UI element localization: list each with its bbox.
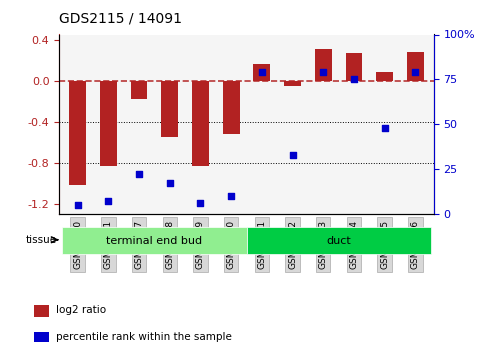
Bar bbox=[407, 52, 424, 81]
Point bbox=[105, 199, 112, 204]
Point bbox=[227, 193, 235, 199]
Point bbox=[166, 181, 174, 186]
Bar bbox=[34, 332, 49, 344]
Point bbox=[350, 77, 358, 82]
Bar bbox=[223, 81, 240, 134]
Point bbox=[135, 172, 143, 177]
Bar bbox=[192, 81, 209, 166]
Bar bbox=[376, 72, 393, 81]
Text: GDS2115 / 14091: GDS2115 / 14091 bbox=[59, 12, 182, 26]
Text: terminal end bud: terminal end bud bbox=[106, 236, 203, 246]
Bar bbox=[131, 81, 147, 99]
Bar bbox=[315, 49, 332, 81]
Text: log2 ratio: log2 ratio bbox=[56, 305, 106, 315]
Point bbox=[288, 152, 296, 157]
Point bbox=[73, 202, 81, 208]
FancyBboxPatch shape bbox=[246, 227, 431, 254]
Point bbox=[258, 69, 266, 75]
Text: duct: duct bbox=[326, 236, 351, 246]
Bar bbox=[253, 64, 270, 81]
Point bbox=[381, 125, 388, 130]
FancyBboxPatch shape bbox=[62, 227, 246, 254]
Bar bbox=[100, 81, 117, 166]
Bar bbox=[34, 305, 49, 317]
Point bbox=[319, 69, 327, 75]
Text: percentile rank within the sample: percentile rank within the sample bbox=[56, 332, 232, 342]
Bar bbox=[161, 81, 178, 137]
Bar bbox=[69, 81, 86, 185]
Text: tissue: tissue bbox=[26, 235, 57, 245]
Point bbox=[412, 69, 420, 75]
Bar bbox=[346, 53, 362, 81]
Point bbox=[197, 200, 205, 206]
Bar bbox=[284, 81, 301, 86]
